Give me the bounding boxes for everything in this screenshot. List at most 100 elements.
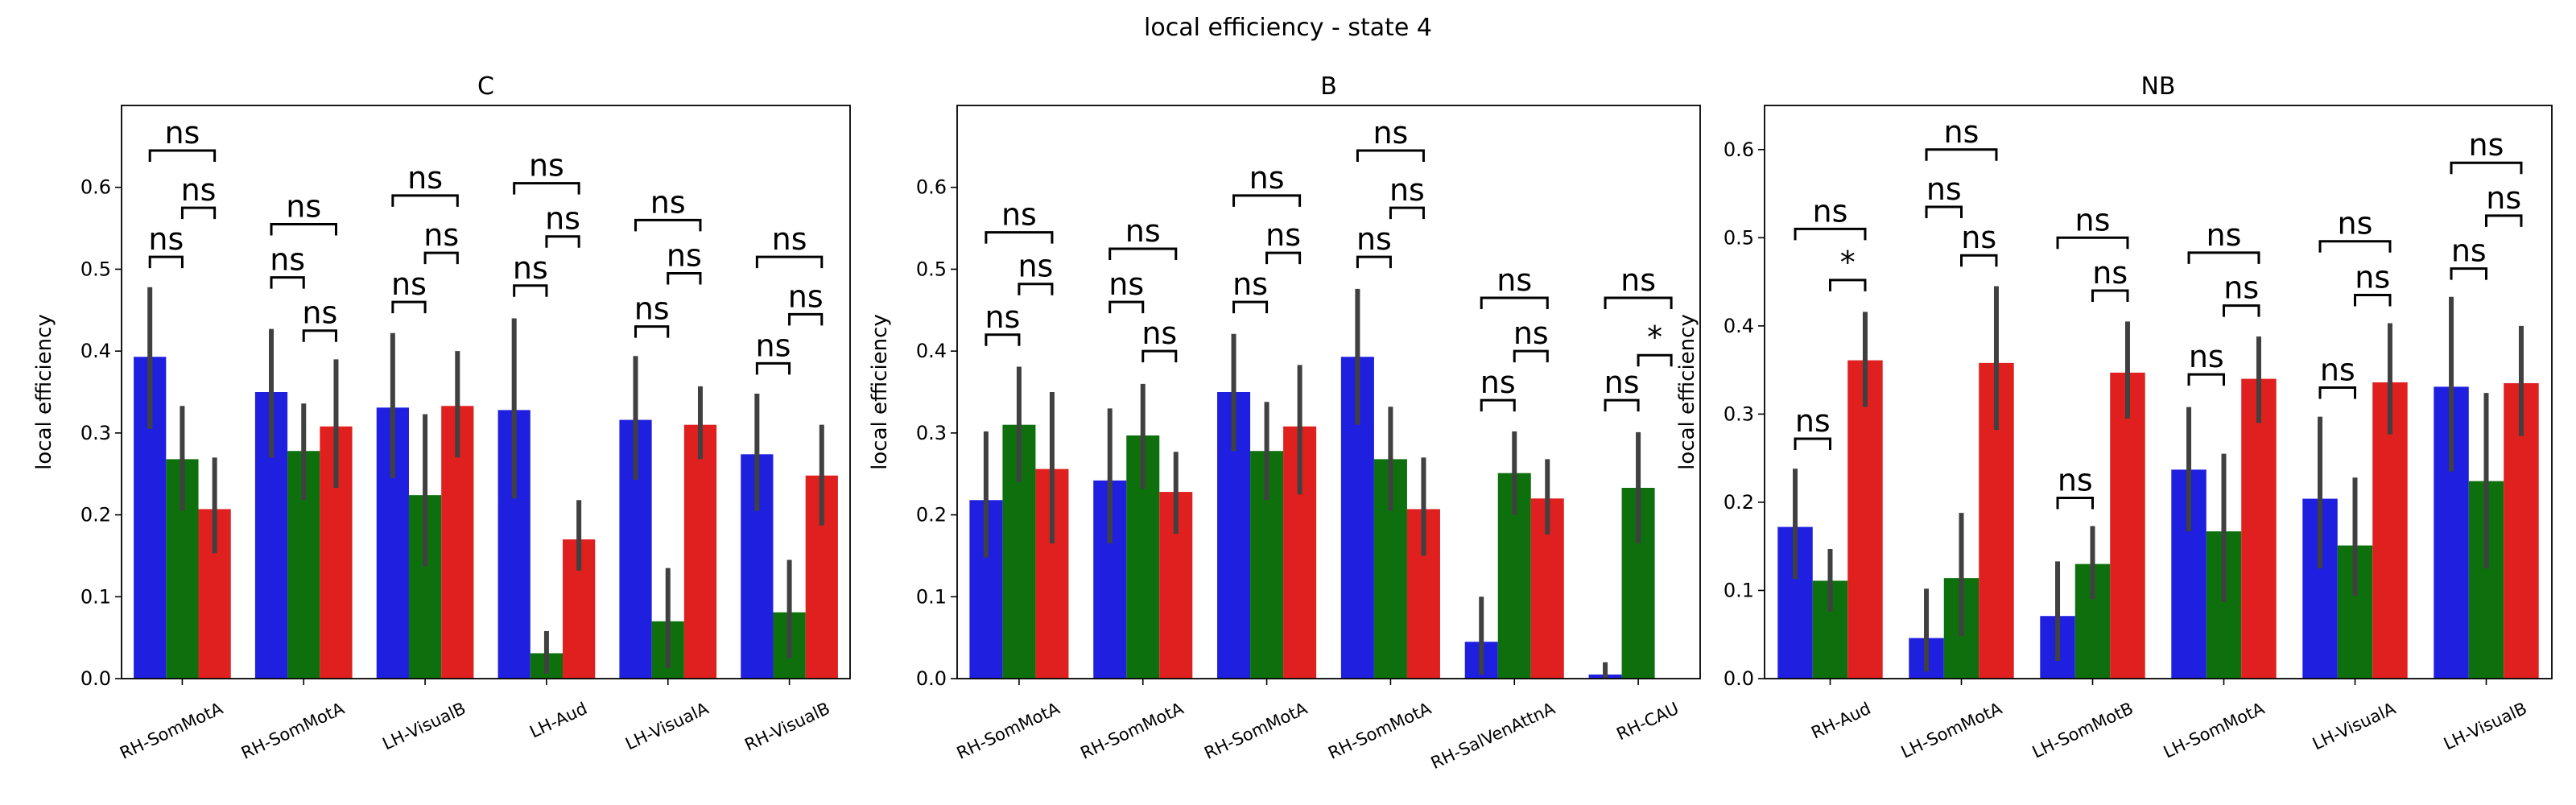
significance-bracket [1637, 353, 1673, 367]
significance-bracket [2450, 161, 2523, 175]
x-tick-label: RH-SalVenAttnA [1428, 699, 1558, 774]
significance-label: ns [1232, 266, 1268, 302]
x-tick-label: RH-SomMotA [954, 699, 1063, 763]
significance-bracket [1356, 255, 1392, 269]
y-tick-label: 0.5 [80, 258, 111, 280]
significance-label: ns [181, 172, 217, 208]
significance-label: ns [1249, 160, 1285, 196]
significance-label: ns [407, 160, 443, 196]
significance-label: ns [1001, 197, 1037, 233]
figure-title: local efficiency - state 4 [1144, 14, 1432, 42]
y-tick-label: 0.3 [80, 422, 111, 444]
significance-label: ns [1944, 114, 1979, 150]
significance-bracket [180, 206, 217, 220]
significance-label: ns [1480, 365, 1516, 400]
y-tick-label: 0.4 [916, 340, 947, 362]
significance-bracket [1604, 398, 1640, 412]
y-tick-label: 0.2 [1724, 491, 1754, 514]
significance-label: ns [788, 279, 824, 314]
significance-bracket [1925, 205, 1963, 218]
significance-bracket [513, 284, 548, 297]
significance-bracket [2056, 496, 2094, 510]
x-tick-label: LH-SomMotA [2161, 699, 2268, 762]
significance-bracket [513, 182, 580, 195]
significance-label: ns [391, 266, 427, 302]
significance-bracket [1018, 283, 1054, 295]
y-axis-label: local efficiency [1675, 314, 1699, 470]
significance-bracket [1232, 194, 1302, 207]
significance-bracket [667, 272, 702, 285]
y-tick-label: 0.1 [80, 585, 111, 608]
significance-label: ns [772, 221, 807, 257]
y-tick-label: 0.2 [80, 504, 111, 526]
significance-bracket [2187, 251, 2260, 264]
y-tick-label: 0.4 [80, 340, 111, 362]
plot-frame [956, 105, 1701, 679]
significance-label: ns [1125, 213, 1161, 249]
significance-label: ns [2338, 206, 2373, 242]
significance-bracket [1480, 398, 1516, 412]
significance-bracket [391, 194, 459, 207]
significance-label: ns [148, 221, 184, 257]
significance-bracket [148, 255, 184, 269]
x-tick-label: RH-VisualB [741, 699, 832, 755]
significance-label: * [1840, 245, 1856, 280]
significance-label: ns [270, 242, 305, 278]
significance-bracket [755, 361, 791, 375]
significance-bracket [270, 222, 337, 236]
x-tick-label: RH-SomMotA [1325, 699, 1435, 763]
x-tick-label: LH-VisualA [2310, 699, 2399, 754]
x-tick-label: RH-SomMotA [238, 699, 348, 763]
significance-label: ns [1926, 171, 1962, 207]
y-axis-label: local efficiency [32, 314, 56, 470]
significance-bracket [755, 255, 824, 269]
significance-label: ns [2320, 353, 2355, 388]
significance-label: ns [1620, 262, 1656, 298]
significance-bracket [1480, 296, 1549, 310]
x-tick-label: LH-SomMotA [1898, 699, 2005, 762]
significance-bracket [2056, 236, 2129, 250]
significance-bracket [985, 231, 1054, 244]
significance-label: ns [1496, 262, 1532, 298]
significance-label: ns [634, 291, 670, 327]
significance-bracket [2485, 214, 2523, 227]
significance-label: ns [667, 238, 702, 274]
significance-label: ns [1108, 266, 1144, 302]
significance-label: * [1647, 320, 1662, 355]
y-tick-label: 0.6 [1724, 138, 1754, 161]
significance-bracket [985, 333, 1021, 346]
significance-bracket [1265, 251, 1302, 265]
significance-bracket [148, 149, 217, 162]
significance-bracket [423, 251, 459, 265]
y-axis-label: local efficiency [868, 314, 892, 470]
plot-frame [121, 105, 851, 679]
significance-label: ns [650, 184, 686, 220]
y-tick-label: 0.3 [916, 422, 947, 444]
significance-bracket [1108, 300, 1145, 314]
significance-label: ns [529, 148, 564, 184]
x-tick-label: LH-VisualB [380, 699, 469, 754]
x-tick-label: LH-VisualB [2441, 699, 2530, 754]
panel-title: B [1320, 72, 1337, 101]
panel-title: C [477, 72, 494, 101]
significance-bracket [1829, 279, 1867, 291]
significance-label: ns [513, 250, 548, 286]
x-tick-label: RH-SomMotA [1077, 699, 1187, 763]
significance-bracket [1389, 206, 1425, 220]
significance-bracket [2223, 304, 2260, 317]
significance-label: ns [1018, 249, 1053, 284]
significance-label: ns [286, 188, 321, 224]
significance-label: ns [1356, 221, 1392, 257]
significance-label: ns [164, 115, 200, 151]
y-tick-label: 0.2 [916, 504, 947, 526]
y-tick-label: 0.1 [916, 585, 947, 608]
significance-label: ns [2469, 127, 2504, 163]
x-tick-label: RH-Aud [1808, 699, 1873, 743]
significance-label: ns [2058, 462, 2093, 497]
significance-label: ns [2207, 217, 2242, 253]
significance-label: ns [2092, 255, 2128, 291]
plot-frame [1764, 105, 2553, 679]
